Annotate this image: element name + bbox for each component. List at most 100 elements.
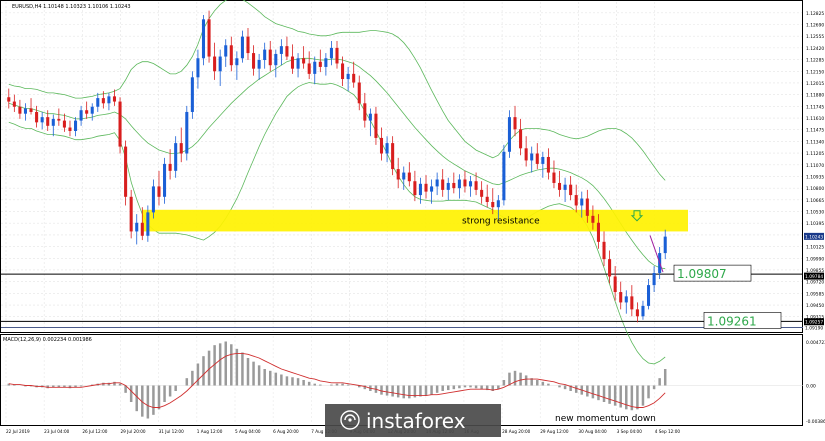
candle-body (12, 101, 16, 107)
candle-body (207, 19, 211, 57)
candle-body (318, 61, 322, 67)
candle-body (541, 156, 545, 164)
candle-body (7, 97, 11, 102)
price-tick-label: 1.11880 (806, 93, 824, 99)
macd-label: MACD(12,26,9) 0.002234 0.001986 (3, 337, 92, 343)
price-tick-label: 1.09855 (806, 268, 824, 274)
time-tick-label: 6 Aug 20:00 (273, 429, 299, 434)
candle-body (602, 241, 606, 260)
candle-body (641, 305, 645, 317)
candle-body (129, 196, 133, 232)
candle-body (457, 179, 461, 189)
price-tick-label: 1.09315 (806, 315, 824, 321)
symbol-label: EURUSD,H4 1.10148 1.10323 1.10106 1.1024… (12, 4, 131, 10)
candle-body (519, 129, 523, 149)
candle-body (213, 56, 217, 72)
candle-body (441, 179, 445, 190)
candle-body (252, 53, 256, 69)
level-label-lower-box (703, 312, 782, 329)
price-tick-label: 1.11745 (806, 104, 824, 110)
candle-body (224, 45, 228, 57)
candle-body (51, 118, 55, 126)
candle-body (407, 172, 411, 182)
price-tick-label: 1.12555 (806, 34, 824, 40)
candle-body (624, 296, 628, 303)
candle-body (23, 108, 28, 114)
time-tick-label: 7 Aug 12:00 (311, 429, 337, 434)
candle-body (18, 106, 22, 114)
candle-body (124, 146, 128, 197)
logo-dot (348, 418, 352, 422)
candle-body (352, 73, 356, 83)
candle-body (29, 108, 33, 112)
price-tick-label: 1.12285 (806, 58, 824, 64)
candle-body (418, 183, 422, 196)
candle-body (107, 96, 111, 104)
candle-body (229, 45, 233, 66)
candle-body (374, 113, 378, 138)
price-tick-label: 1.10935 (806, 174, 824, 180)
candle-body (363, 103, 367, 121)
candle-body (524, 148, 528, 161)
candle-body (468, 181, 473, 187)
level-label-upper-text: 1.09807 (677, 267, 727, 281)
level-1-tag-bg (804, 272, 824, 280)
price-tick-label: 1.12420 (806, 46, 824, 52)
candle-body (218, 56, 222, 72)
candle-body (546, 156, 550, 173)
candle-body (530, 153, 534, 161)
candle-body (296, 58, 300, 69)
candle-body (40, 117, 44, 123)
candle-body (101, 98, 105, 104)
price-tick-label: 1.11340 (806, 139, 824, 145)
candle-body (57, 118, 61, 121)
price-tick-label: 1.12825 (806, 11, 824, 17)
candle-body (480, 189, 484, 197)
candle-body (430, 186, 434, 192)
watermark-text: instaforex (366, 409, 466, 433)
candle-body (585, 198, 589, 216)
candle-body (557, 182, 562, 190)
macd-tick-label: -0.003862 (806, 419, 825, 425)
candle-body (569, 184, 573, 196)
candle-body (552, 172, 556, 183)
candle-body (112, 96, 117, 102)
time-tick-label: 1 Aug 12:00 (197, 429, 223, 434)
logo-ring (340, 410, 360, 430)
candle-body (357, 82, 361, 104)
candle-body (96, 98, 100, 107)
candle-body (140, 222, 144, 236)
price-tick-label: 1.11205 (806, 151, 824, 157)
candle-body (513, 117, 517, 130)
candle-body (402, 172, 406, 180)
candle-body (285, 46, 289, 57)
momentum-annotation: new momentum down (555, 414, 656, 424)
price-tick-label: 1.11070 (806, 163, 824, 169)
candle-body (496, 200, 500, 208)
projection-line (649, 235, 664, 273)
candle-body (396, 169, 400, 180)
level-2-tag: 1.09257 (805, 320, 823, 326)
candle-body (446, 182, 450, 190)
resistance-zone (142, 209, 688, 232)
price-tick-label: 1.10125 (806, 245, 824, 251)
candle-body (335, 47, 339, 64)
current-price-tag-bg (804, 232, 824, 240)
time-tick-label: 29 Aug 12:00 (540, 429, 569, 434)
candle-body (190, 77, 194, 112)
candle-body (424, 183, 428, 192)
candle-body (663, 236, 667, 254)
candle-body (246, 36, 250, 54)
candle-body (240, 36, 244, 59)
candle-body (635, 309, 639, 317)
price-panel-frame (0, 0, 803, 333)
candle-body (413, 181, 417, 196)
candle-body (502, 151, 506, 201)
candle-body (279, 46, 283, 54)
candle-body (613, 276, 617, 293)
candle-body (307, 63, 311, 74)
candle-body (596, 222, 600, 242)
candle-body (491, 201, 495, 208)
price-tick-label: 1.09990 (806, 256, 824, 262)
